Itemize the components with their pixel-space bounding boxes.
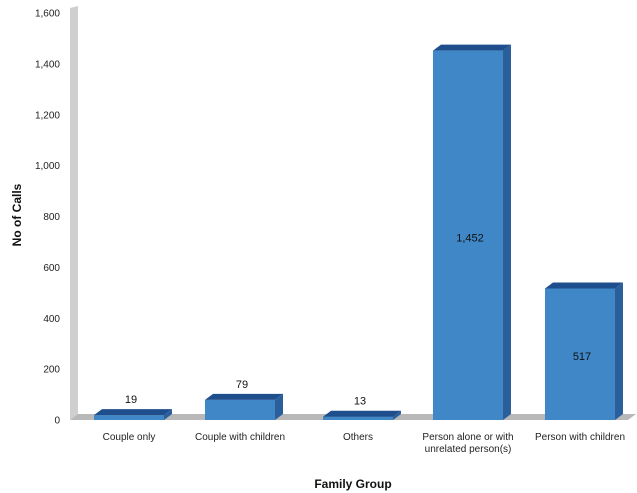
bar-value-label: 517 <box>573 351 591 363</box>
bar-top <box>94 409 172 416</box>
y-tick-label: 800 <box>43 212 60 223</box>
bar-front <box>545 288 615 420</box>
bar-side <box>615 282 623 420</box>
y-tick-label: 1,000 <box>35 161 60 172</box>
category-label: Couple only <box>103 432 156 443</box>
y-tick-label: 1,200 <box>35 110 60 121</box>
y-tick-label: 1,600 <box>35 9 60 20</box>
bar <box>205 393 283 420</box>
bar-side <box>164 409 172 420</box>
bar-front <box>94 415 164 420</box>
back-wall <box>70 6 78 420</box>
category-label: Person with children <box>535 432 625 443</box>
y-axis-ticks: 0 200 400 600 800 1,000 1,200 1,400 1,600 <box>35 9 60 427</box>
bar-top <box>433 44 511 51</box>
y-tick-label: 600 <box>43 263 60 274</box>
bar-top <box>323 410 401 417</box>
bar-side <box>275 393 283 420</box>
y-tick-label: 400 <box>43 314 60 325</box>
bars-group: 19 79 13 1,452 517 <box>94 44 623 421</box>
category-labels: Couple only Couple with children Others Per… <box>103 432 625 455</box>
y-tick-label: 1,400 <box>35 59 60 70</box>
category-label: Others <box>343 432 373 443</box>
bar-side <box>393 410 401 420</box>
bar-front <box>205 399 275 420</box>
bar <box>433 44 511 421</box>
bar-value-label: 1,452 <box>456 232 484 244</box>
x-axis-title: Family Group <box>314 477 391 491</box>
y-tick-label: 200 <box>43 365 60 376</box>
bar-front <box>433 50 503 421</box>
bar <box>94 409 172 420</box>
bar-value-label: 79 <box>236 379 248 391</box>
category-label: Couple with children <box>195 432 285 443</box>
y-tick-label: 0 <box>54 416 60 427</box>
bar <box>323 410 401 420</box>
bar-front <box>323 416 393 420</box>
bar <box>545 282 623 420</box>
bar-top <box>545 282 623 289</box>
bar-value-label: 13 <box>354 396 366 408</box>
bar-top <box>205 393 283 400</box>
y-axis-title: No of Calls <box>10 183 24 246</box>
category-label: Person alone or with unrelated person(s) <box>422 432 513 455</box>
bar-value-label: 19 <box>125 394 137 406</box>
bar-side <box>503 44 511 421</box>
